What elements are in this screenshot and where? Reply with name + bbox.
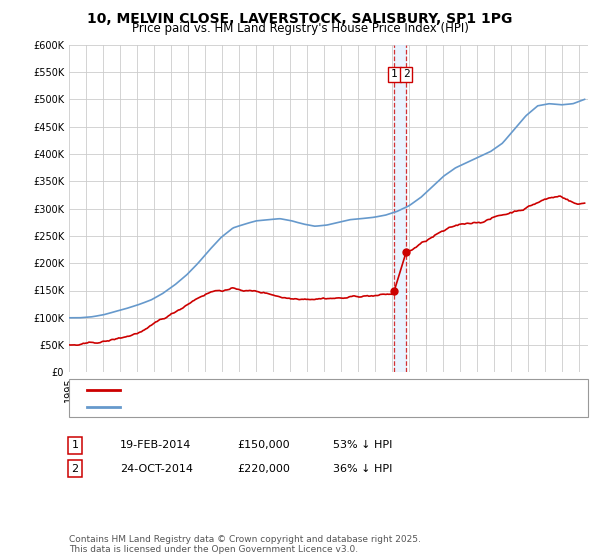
Text: 24-OCT-2014: 24-OCT-2014 [120,464,193,474]
Text: 2: 2 [403,69,409,80]
Text: HPI: Average price, detached house, Wiltshire: HPI: Average price, detached house, Wilt… [126,402,365,412]
Bar [394,45,406,372]
Text: 10, MELVIN CLOSE, LAVERSTOCK, SALISBURY, SP1 1PG: 10, MELVIN CLOSE, LAVERSTOCK, SALISBURY,… [88,12,512,26]
Text: 1: 1 [71,440,79,450]
Text: Price paid vs. HM Land Registry's House Price Index (HPI): Price paid vs. HM Land Registry's House … [131,22,469,35]
Text: Contains HM Land Registry data © Crown copyright and database right 2025.
This d: Contains HM Land Registry data © Crown c… [69,535,421,554]
Text: 10, MELVIN CLOSE, LAVERSTOCK, SALISBURY, SP1 1PG (detached house): 10, MELVIN CLOSE, LAVERSTOCK, SALISBURY,… [126,385,505,395]
Text: 19-FEB-2014: 19-FEB-2014 [120,440,191,450]
Text: 53% ↓ HPI: 53% ↓ HPI [333,440,392,450]
Text: 36% ↓ HPI: 36% ↓ HPI [333,464,392,474]
Text: 2: 2 [71,464,79,474]
Text: £150,000: £150,000 [237,440,290,450]
Text: £220,000: £220,000 [237,464,290,474]
Text: 1: 1 [391,69,398,80]
